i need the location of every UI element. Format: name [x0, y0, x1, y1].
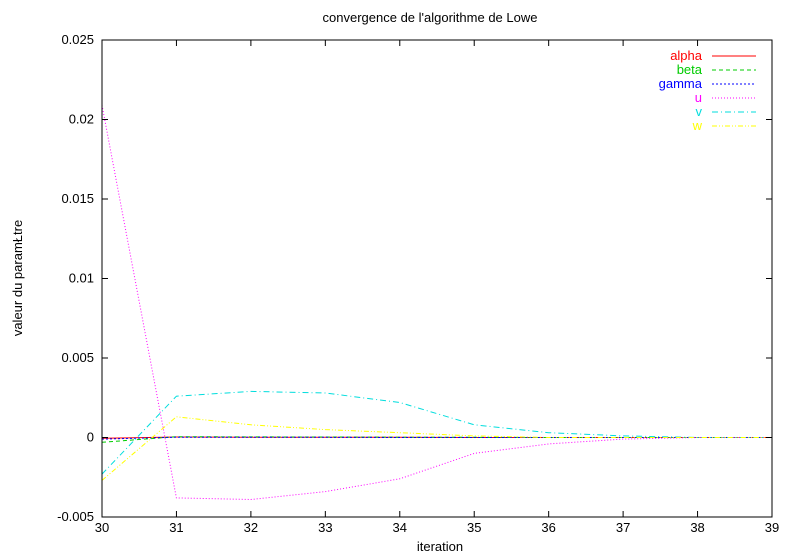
y-tick-label: 0.015 [61, 191, 94, 206]
x-tick-label: 33 [318, 520, 332, 535]
y-tick-label: 0.01 [69, 271, 94, 286]
x-tick-label: 30 [95, 520, 109, 535]
legend-label-u: u [695, 90, 702, 105]
y-tick-label: -0.005 [57, 509, 94, 524]
plot-lines [101, 105, 772, 501]
x-tick-label: 37 [616, 520, 630, 535]
x-axis-label: iteration [417, 539, 463, 554]
y-tick-label: 0.02 [69, 112, 94, 127]
y-axis-label: valeur du paramŁtre [10, 220, 25, 336]
legend-label-beta: beta [677, 62, 703, 77]
axes: 30 31 32 33 34 35 36 37 38 39 -0.005 0 0.005 0.01 0.01… [57, 32, 779, 535]
x-tick-label: 38 [690, 520, 704, 535]
series-line-w [101, 416, 772, 481]
x-tick-label: 36 [541, 520, 555, 535]
x-tick-label: 34 [393, 520, 407, 535]
legend-label-w: w [692, 118, 703, 133]
y-tick-label: 0.005 [61, 350, 94, 365]
chart-title: convergence de l'algorithme de Lowe [323, 10, 538, 25]
x-tick-label: 31 [169, 520, 183, 535]
series-line-u [101, 105, 772, 501]
plot-frame [101, 39, 773, 518]
legend-label-alpha: alpha [670, 48, 703, 63]
series-line-v [101, 390, 772, 475]
x-tick-label: 32 [244, 520, 258, 535]
y-tick-label: 0.025 [61, 32, 94, 47]
legend-label-gamma: gamma [659, 76, 703, 91]
legend-label-v: v [696, 104, 703, 119]
x-tick-label: 39 [765, 520, 779, 535]
x-tick-label: 35 [467, 520, 481, 535]
y-tick-label: 0 [87, 430, 94, 445]
